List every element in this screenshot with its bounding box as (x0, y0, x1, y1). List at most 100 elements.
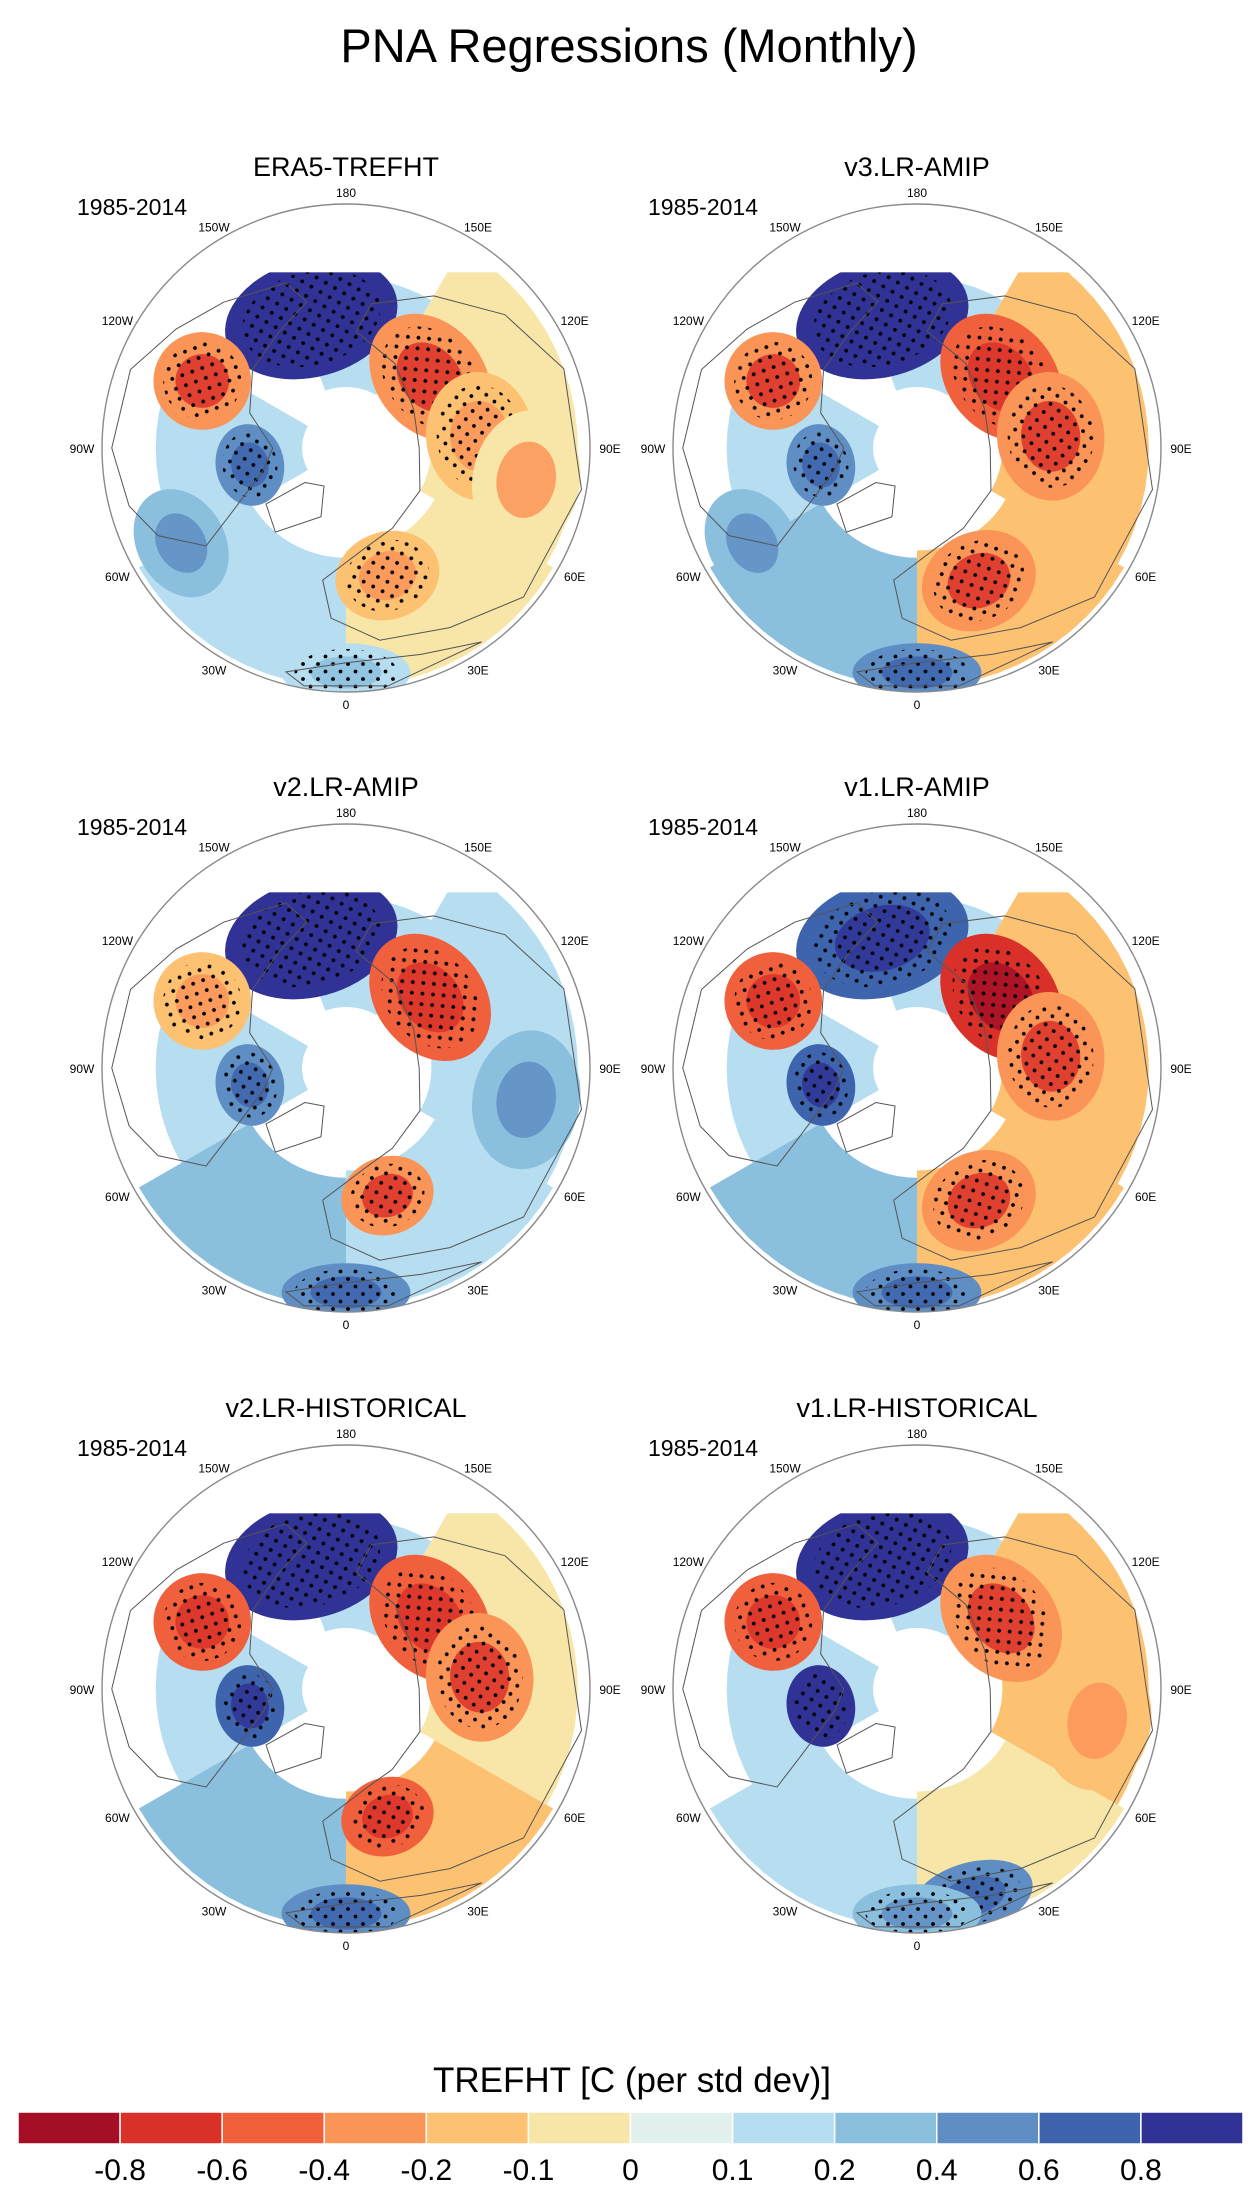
coastline (893, 295, 1154, 641)
lon-label: 150E (1035, 220, 1063, 234)
lon-label: 180 (907, 186, 927, 200)
colorbar-tick-label: -0.2 (400, 2154, 452, 2187)
anomaly-alaska-and-bering-stipple (813, 269, 952, 368)
panel-v1-lr-historical: 180 150E 120E 90E 60E 30E 0 30W 60W 90W 120W 150W v1… (641, 1393, 1192, 1953)
anomaly-scandinavia-and-northern-europe-stipple (345, 539, 430, 612)
anomaly-alaska-and-bering-stipple (813, 1510, 952, 1609)
lon-label: 90W (70, 1062, 95, 1076)
colorbar-box (731, 2111, 836, 2145)
lon-label: 90W (641, 1683, 666, 1697)
anomaly-north-africa-stipple (865, 649, 969, 692)
panel-period: 1985-2014 (77, 1435, 187, 1461)
polar-cap (882, 1654, 952, 1724)
lon-label: 60W (105, 1190, 130, 1204)
panel-era5-trefht: 180 150E 120E 90E 60E 30E 0 30W 60W 90W 120W 150W ER… (70, 152, 621, 712)
anomaly-canadian-arctic-archipelago-stipple (793, 1052, 849, 1118)
lon-label: 120W (102, 314, 134, 328)
panel-v3-lr-amip: 180 150E 120E 90E 60E 30E 0 30W 60W 90W 120W 150W v3… (641, 152, 1192, 712)
coastline (111, 902, 308, 1167)
colorbar-tick-label: 0.6 (1018, 2154, 1060, 2187)
colorbar-box (119, 2111, 223, 2145)
colorbar-tick-label: -0.6 (196, 2154, 248, 2187)
lon-label: 180 (336, 806, 356, 820)
anomaly-central-siberia-stipple (436, 1625, 523, 1729)
lon-label: 30E (1038, 1905, 1059, 1919)
colorbar-box (1038, 2111, 1142, 2145)
lon-label: 90E (599, 1062, 620, 1076)
anomaly-alaska-and-bering-stipple (242, 889, 381, 988)
lon-label: 150W (198, 220, 230, 234)
panel-period: 1985-2014 (648, 814, 758, 840)
lon-label: 120W (673, 1555, 705, 1569)
anomaly-alaska-and-bering-stipple (242, 269, 381, 368)
lon-label: 60E (564, 1811, 585, 1825)
lon-label: 120E (561, 934, 589, 948)
coastline (836, 1722, 896, 1774)
anomaly-eastern-siberia-stipple (381, 946, 479, 1049)
colorbar-box (1140, 2111, 1244, 2145)
background-sector (138, 1743, 346, 1929)
lon-label: 90W (70, 1683, 95, 1697)
coastline (265, 481, 325, 533)
coastline (893, 1536, 1154, 1882)
colorbar-tick-label: -0.4 (298, 2154, 350, 2187)
map-outline (101, 1444, 591, 1934)
lon-label: 120W (673, 934, 705, 948)
lon-label: 180 (907, 806, 927, 820)
map-outline (101, 823, 591, 1313)
coastline (855, 1882, 1053, 1928)
coastline (322, 1536, 583, 1882)
lon-label: 150E (1035, 840, 1063, 854)
colorbar-box (527, 2111, 632, 2145)
anomaly-eastern-north-america-core (726, 513, 779, 573)
anomaly-northwest-canada-stipple (163, 961, 242, 1041)
colorbar: TREFHT [C (per std dev)] -0.8 -0.6 -0.4 -0.… (17, 2061, 1244, 2187)
lon-label: 30E (1038, 1284, 1059, 1298)
map-outline (672, 823, 1162, 1313)
colorbar-tick-label: 0.8 (1120, 2154, 1162, 2187)
colorbar-tick-label: -0.8 (94, 2154, 146, 2187)
lon-label: 30W (773, 1905, 798, 1919)
lon-label: 120E (1132, 934, 1160, 948)
map-field (102, 824, 590, 1312)
lon-label: 30W (202, 1905, 227, 1919)
panel-title: v2.LR-HISTORICAL (225, 1393, 466, 1423)
lon-label: 150E (464, 1461, 492, 1475)
anomaly-northwest-canada-stipple (734, 961, 813, 1041)
lon-label: 30W (773, 1284, 798, 1298)
panel-period: 1985-2014 (77, 814, 187, 840)
panel-period: 1985-2014 (648, 194, 758, 220)
lon-label: 150W (769, 840, 801, 854)
panel-period: 1985-2014 (77, 194, 187, 220)
colorbar-tick-label: 0.1 (712, 2154, 754, 2187)
panels: 180 150E 120E 90E 60E 30E 0 30W 60W 90W 120W 150W ER… (70, 152, 1192, 1953)
coastline (284, 1261, 482, 1307)
lon-label: 90E (1170, 1683, 1191, 1697)
panel-v1-lr-amip: 180 150E 120E 90E 60E 30E 0 30W 60W 90W 120W 150W v1… (641, 772, 1192, 1332)
lon-label: 90W (70, 442, 95, 456)
polar-cap (311, 413, 381, 483)
panel-title: v1.LR-HISTORICAL (796, 1393, 1037, 1423)
polar-cap (882, 413, 952, 483)
lon-label: 150E (464, 220, 492, 234)
lon-label: 30W (202, 664, 227, 678)
anomaly-northern-europe-stipple (933, 540, 1025, 622)
lon-label: 0 (914, 698, 921, 712)
map-field (673, 204, 1161, 692)
lon-label: 30E (467, 1284, 488, 1298)
coastline (284, 1882, 482, 1928)
lon-label: 60E (1135, 570, 1156, 584)
anomaly-north-africa-stipple (865, 1269, 969, 1312)
figure-title: PNA Regressions (Monthly) (340, 19, 917, 72)
lon-label: 60W (105, 1811, 130, 1825)
lon-label: 30E (1038, 664, 1059, 678)
colorbar-tick-label: -0.1 (503, 2154, 555, 2187)
lon-label: 60E (1135, 1190, 1156, 1204)
lon-label: 60W (676, 1811, 701, 1825)
lon-label: 60W (105, 570, 130, 584)
coastline (893, 915, 1154, 1261)
panel-period: 1985-2014 (648, 1435, 758, 1461)
anomaly-eastern-north-america-core (155, 513, 208, 573)
lon-label: 150E (464, 840, 492, 854)
